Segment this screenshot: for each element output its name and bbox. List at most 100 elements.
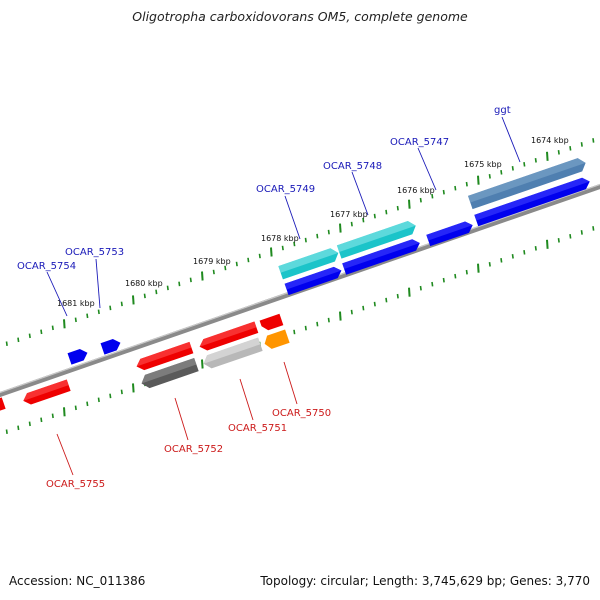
cds-ocar-5749[interactable] — [284, 265, 344, 296]
leader-ocar-5748 — [351, 171, 369, 216]
upper-tick — [189, 277, 192, 283]
upper-tick — [396, 205, 399, 211]
lower-tick — [40, 417, 43, 423]
gene-ggt-top — [467, 158, 586, 203]
cds-ocar-5748[interactable] — [342, 237, 422, 275]
gene-ocar-5751[interactable] — [201, 337, 263, 371]
lower-tick — [431, 281, 434, 287]
upper-tick — [97, 309, 100, 315]
lower-tick — [396, 293, 399, 299]
forward-gene-labels: ggt OCAR_5747 OCAR_5748 OCAR_5749 OCAR_5… — [17, 105, 511, 272]
cds-ocar-5755[interactable] — [21, 379, 71, 407]
gene-ocar-5752[interactable] — [139, 357, 199, 390]
upper-tick — [293, 241, 296, 247]
upper-tick — [178, 281, 181, 287]
lower-tick — [201, 359, 204, 369]
lower-tick — [523, 249, 526, 255]
genome-summary-text: Topology: circular; Length: 3,745,629 bp… — [260, 574, 590, 588]
upper-tick — [270, 247, 273, 257]
tick-label-1681: 1681 kbp — [57, 299, 95, 308]
gene-ggt[interactable] — [467, 156, 588, 210]
lower-tick — [557, 237, 560, 243]
gene-ocar-5748-top — [336, 220, 416, 253]
lower-tick — [373, 301, 376, 307]
cds-ocar-5751[interactable] — [198, 321, 259, 353]
label-ocar-5748[interactable]: OCAR_5748 — [323, 161, 382, 172]
cds-ocar-5752-top — [136, 341, 192, 367]
upper-tick-row — [5, 138, 595, 347]
gene-ocar-5749[interactable] — [278, 246, 340, 280]
upper-tick — [592, 138, 595, 143]
upper-tick — [385, 209, 388, 215]
label-ocar-5754[interactable]: OCAR_5754 — [17, 261, 76, 272]
map-title: Oligotropha carboxidovorans OM5, complet… — [132, 9, 468, 24]
upper-tick — [224, 265, 227, 271]
gene-ocar-5750[interactable] — [262, 329, 290, 350]
label-ocar-5753[interactable]: OCAR_5753 — [65, 247, 124, 258]
cds-ocar-5748-top — [342, 239, 420, 270]
label-ocar-5750[interactable]: OCAR_5750 — [272, 408, 331, 419]
upper-tick — [120, 301, 123, 307]
upper-tick — [569, 145, 572, 151]
gene-ocar-5749-top — [278, 248, 339, 273]
upper-tick — [465, 181, 468, 187]
cds-ocar-5750[interactable] — [259, 313, 284, 332]
lower-tick — [51, 413, 54, 419]
cds-offscreen-left-arrow — [0, 397, 6, 412]
tick-label-1676: 1676 kbp — [397, 186, 435, 195]
upper-tick — [74, 317, 77, 323]
cds-ggt-top — [474, 177, 590, 221]
cds-ocar-5754[interactable] — [67, 347, 90, 365]
cds-ocar-5749-top — [284, 266, 342, 290]
reverse-genes — [0, 313, 290, 414]
upper-tick — [373, 213, 376, 219]
lower-tick — [5, 429, 8, 435]
label-ocar-5747[interactable]: OCAR_5747 — [390, 137, 449, 148]
gene-ocar-5751-top — [203, 337, 261, 364]
lower-tick — [97, 397, 100, 403]
cds-ocar-5750-arrow — [259, 313, 284, 331]
leader-ggt — [501, 116, 521, 163]
cds-ocar-5755-top — [23, 379, 69, 401]
upper-tick — [523, 161, 526, 167]
lower-tick — [454, 273, 457, 279]
lower-tick — [546, 239, 549, 249]
cds-offscreen-left[interactable] — [0, 397, 6, 414]
upper-tick — [5, 341, 8, 347]
label-ocar-5755[interactable]: OCAR_5755 — [46, 479, 105, 490]
upper-tick — [212, 269, 215, 275]
leader-ocar-5753 — [95, 258, 101, 309]
lower-tick — [339, 311, 342, 321]
upper-tick — [143, 293, 146, 299]
upper-tick — [304, 237, 307, 243]
upper-tick — [51, 325, 54, 331]
label-ocar-5752[interactable]: OCAR_5752 — [164, 444, 223, 455]
lower-tick — [465, 269, 468, 275]
gene-ocar-5750-arrow — [264, 329, 290, 349]
upper-tick — [557, 149, 560, 155]
upper-tick — [247, 257, 250, 263]
lower-tick — [293, 329, 296, 335]
upper-tick — [534, 157, 537, 163]
upper-tick — [500, 169, 503, 175]
leader-ocar-5747 — [417, 147, 437, 191]
lower-tick — [442, 277, 445, 283]
cds-ocar-5752[interactable] — [135, 341, 194, 372]
lower-tick — [109, 393, 112, 399]
accession-text: Accession: NC_011386 — [9, 574, 146, 588]
tick-label-1677: 1677 kbp — [330, 210, 368, 219]
cds-ocar-5747[interactable] — [426, 220, 474, 247]
label-ocar-5751[interactable]: OCAR_5751 — [228, 423, 287, 434]
lower-tick — [74, 405, 77, 411]
cds-ggt[interactable] — [474, 176, 591, 227]
upper-tick — [40, 329, 43, 335]
upper-tick — [511, 165, 514, 171]
label-ocar-5749[interactable]: OCAR_5749 — [256, 184, 315, 195]
lower-tick — [86, 401, 89, 407]
label-ggt[interactable]: ggt — [494, 105, 511, 116]
lower-tick — [327, 317, 330, 323]
cds-ocar-5753[interactable] — [100, 337, 123, 355]
upper-tick — [477, 175, 480, 185]
lower-tick — [63, 407, 66, 417]
gene-ocar-5748[interactable] — [336, 219, 418, 259]
